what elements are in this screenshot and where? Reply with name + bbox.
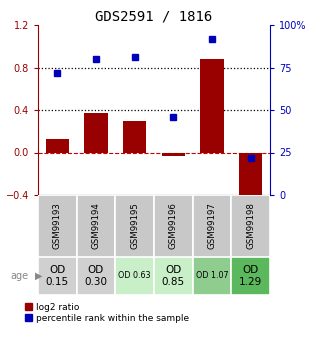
Bar: [231, 195, 270, 257]
Text: OD
0.30: OD 0.30: [85, 265, 108, 287]
Text: age: age: [10, 271, 28, 281]
Text: OD 1.07: OD 1.07: [196, 272, 228, 280]
Text: OD 0.63: OD 0.63: [118, 272, 151, 280]
Bar: [154, 257, 193, 295]
Legend: log2 ratio, percentile rank within the sample: log2 ratio, percentile rank within the s…: [25, 303, 189, 323]
Text: GSM99193: GSM99193: [53, 203, 62, 249]
Bar: [193, 195, 231, 257]
Bar: [46, 139, 69, 152]
Bar: [231, 257, 270, 295]
Text: GSM99195: GSM99195: [130, 203, 139, 249]
Bar: [77, 257, 115, 295]
Bar: [154, 195, 193, 257]
Bar: [123, 121, 146, 152]
Text: GSM99197: GSM99197: [207, 203, 216, 249]
Text: GSM99194: GSM99194: [91, 203, 100, 249]
Bar: [84, 113, 108, 152]
Text: OD
1.29: OD 1.29: [239, 265, 262, 287]
Text: GSM99196: GSM99196: [169, 203, 178, 249]
Bar: [38, 195, 77, 257]
Bar: [115, 195, 154, 257]
Text: ▶: ▶: [35, 271, 42, 281]
Text: OD
0.15: OD 0.15: [46, 265, 69, 287]
Title: GDS2591 / 1816: GDS2591 / 1816: [95, 10, 213, 24]
Bar: [38, 257, 77, 295]
Bar: [115, 257, 154, 295]
Text: GSM99198: GSM99198: [246, 203, 255, 249]
Bar: [162, 152, 185, 156]
Text: OD
0.85: OD 0.85: [162, 265, 185, 287]
Bar: [200, 59, 224, 152]
Bar: [239, 152, 262, 204]
Bar: [77, 195, 115, 257]
Bar: [193, 257, 231, 295]
